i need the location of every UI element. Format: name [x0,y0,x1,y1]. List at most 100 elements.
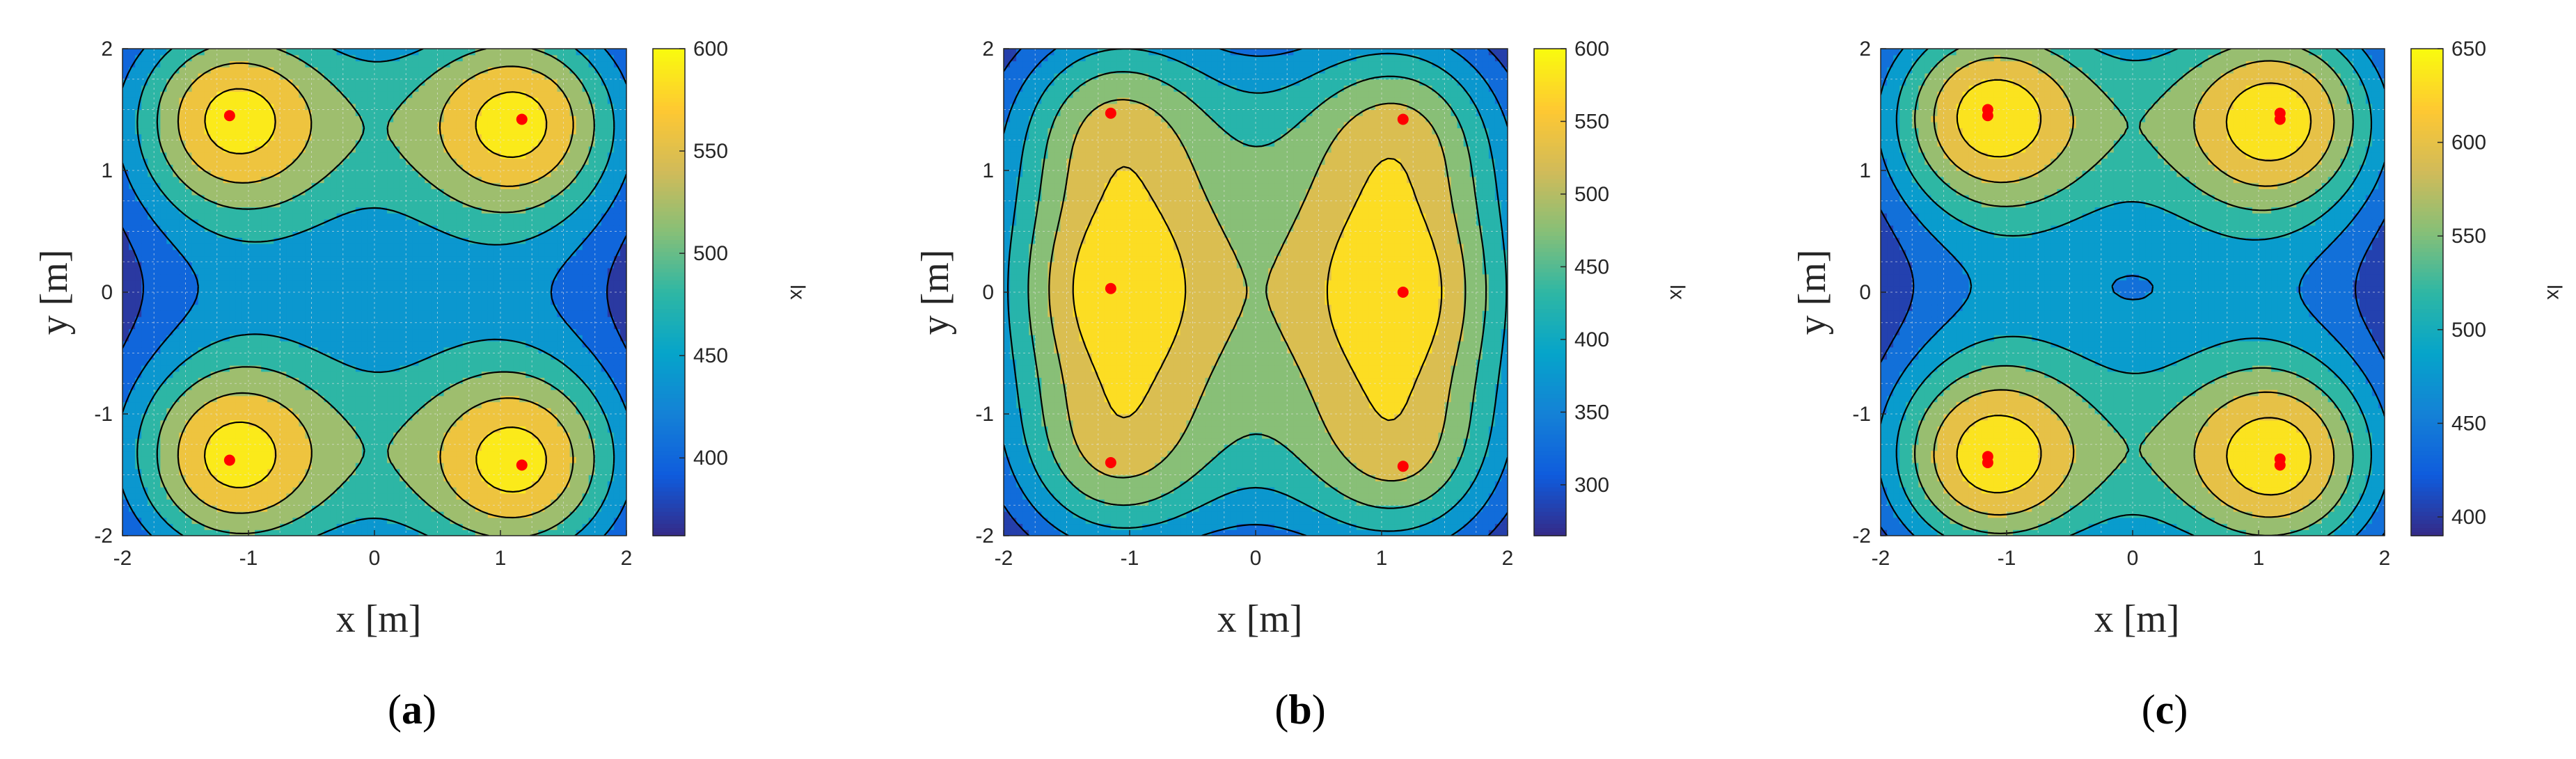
heatmap-cell [443,292,451,299]
heatmap-cell [406,529,413,536]
heatmap-cell [148,401,155,408]
heatmap-cell [324,189,331,195]
heatmap-cell [456,481,464,488]
heatmap-cell [400,341,406,348]
heatmap-cell [393,292,400,299]
heatmap-cell [481,249,489,257]
heatmap-cell [607,176,615,184]
heatmap-cell [148,158,155,165]
heatmap-cell [141,189,148,195]
heatmap-cell [129,456,136,463]
heatmap-cell [154,341,161,348]
heatmap-cell [613,523,621,530]
heatmap-cell [267,408,274,415]
heatmap-cell [248,317,255,323]
heatmap-cell [317,328,325,335]
heatmap-cell [216,176,224,184]
heatmap-cell [210,481,218,488]
heatmap-cell [613,474,621,481]
heatmap-cell [342,335,350,342]
heatmap-cell [551,170,558,177]
heatmap-cell [437,255,445,262]
heatmap-cell [450,493,457,500]
heatmap-cell [299,310,306,317]
heatmap-cell [468,268,476,275]
heatmap-cell [557,268,564,275]
heatmap-cell [544,304,551,311]
heatmap-cell [582,408,590,415]
heatmap-cell [160,474,167,481]
heatmap-cell [507,511,514,518]
heatmap-cell [513,474,520,481]
heatmap-cell [160,219,167,226]
heatmap-cell [248,390,255,397]
heatmap-cell [493,335,501,342]
heatmap-cell [255,298,262,305]
heatmap-cell [607,262,615,269]
heatmap-cell [248,383,255,390]
heatmap-cell [368,529,375,536]
heatmap-cell [538,395,545,403]
heatmap-cell [210,298,218,305]
heatmap-cell [619,420,626,427]
heatmap-cell [462,371,470,378]
heatmap-cell [235,529,243,536]
heatmap-cell [342,195,350,202]
heatmap-cell [487,444,495,452]
heatmap-cell [526,365,532,372]
heatmap-cell [173,328,180,335]
heatmap-cell [551,511,558,518]
heatmap-cell [582,481,590,488]
heatmap-cell [425,523,432,530]
heatmap-cell [418,426,425,433]
heatmap-cell [450,523,457,530]
heatmap-cell [425,377,432,384]
heatmap-cell [507,304,514,311]
heatmap-cell [191,231,199,238]
heatmap-cell [487,170,495,177]
heatmap-cell [468,231,476,238]
heatmap-cell [538,371,545,378]
heatmap-cell [393,371,400,378]
heatmap-cell [229,317,237,323]
heatmap-cell [280,310,287,317]
heatmap-cell [135,225,142,232]
heatmap-cell [280,450,287,457]
heatmap-cell [601,268,608,275]
heatmap-cell [425,273,432,281]
heatmap-cell [242,529,249,536]
heatmap-cell [299,280,306,287]
heatmap-cell [368,341,375,348]
heatmap-cell [255,225,262,232]
heatmap-cell [487,468,495,476]
heatmap-cell [563,353,571,360]
heatmap-cell [381,280,388,287]
heatmap-cell [235,511,243,518]
heatmap-cell [148,450,155,457]
heatmap-cell [381,219,388,226]
heatmap-cell [204,346,212,354]
heatmap-cell [450,189,457,195]
heatmap-cell [166,468,173,476]
heatmap-cell [223,505,230,512]
heatmap-cell [400,420,406,427]
heatmap-cell [594,517,602,525]
heatmap-cell [330,195,338,202]
heatmap-cell [400,335,406,342]
heatmap-cell [456,225,464,232]
heatmap-cell [493,225,501,232]
heatmap-cell [475,395,482,403]
heatmap-cell [305,468,313,476]
heatmap-cell [223,432,230,439]
heatmap-cell [551,517,558,525]
heatmap-cell [526,200,532,208]
heatmap-cell [349,481,356,488]
heatmap-cell [481,268,489,275]
heatmap-cell [475,328,482,335]
heatmap-cell [374,383,381,390]
heatmap-cell [551,468,558,476]
heatmap-cell [532,231,539,238]
heatmap-cell [280,341,287,348]
heatmap-cell [324,255,331,262]
heatmap-cell [355,346,363,354]
